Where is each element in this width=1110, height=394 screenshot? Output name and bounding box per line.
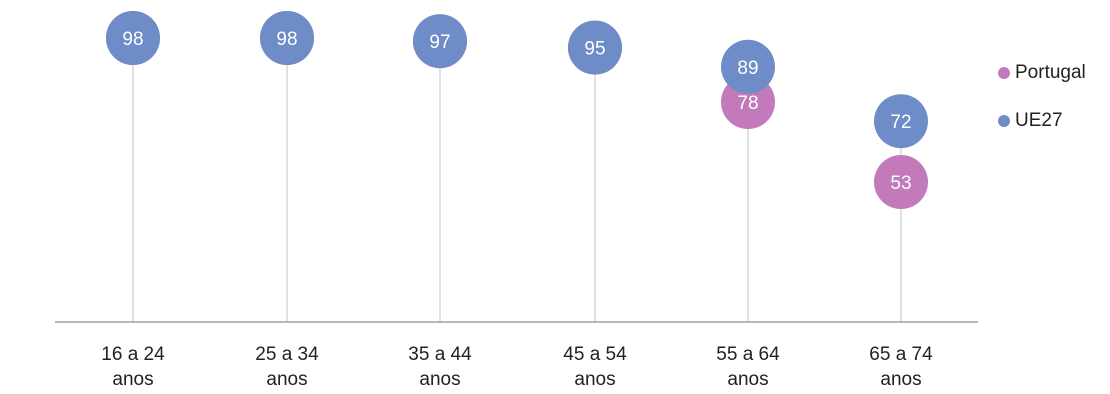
data-label-ue27: 98: [122, 29, 143, 50]
data-label-ue27: 97: [429, 32, 450, 53]
x-tick-label: 16 a 24 anos: [101, 344, 165, 390]
legend-label-ue27: UE27: [1015, 110, 1063, 131]
legend-swatch-portugal: [998, 67, 1010, 79]
legend-swatch-ue27: [998, 115, 1010, 127]
x-tick-label-line: 35 a 44: [408, 344, 472, 365]
data-marks: 989897957853989897958972: [106, 11, 928, 209]
legend-item-portugal: Portugal: [998, 60, 1086, 86]
x-tick-label-line: 55 a 64: [716, 344, 780, 365]
stems: [132, 38, 902, 322]
data-point-ue27: [721, 39, 775, 94]
x-tick-label: 45 a 54 anos: [563, 344, 627, 390]
data-point-portugal: [874, 155, 928, 209]
data-point-ue27: [568, 20, 622, 75]
data-label-portugal: 78: [737, 93, 758, 114]
x-tick-label: 55 a 64 anos: [716, 344, 780, 390]
legend-label-portugal: Portugal: [1015, 62, 1086, 83]
x-tick-label-line: anos: [419, 369, 460, 390]
data-label-ue27: 72: [890, 112, 911, 133]
data-point-ue27: [413, 14, 467, 69]
data-point-ue27: [260, 11, 314, 65]
data-label-portugal: 53: [890, 173, 911, 194]
x-tick-label-line: anos: [574, 369, 615, 390]
data-label-ue27: 89: [737, 58, 758, 79]
x-tick-label: 35 a 44 anos: [408, 344, 472, 390]
data-point-ue27: [106, 11, 160, 65]
x-tick-label-line: 65 a 74: [869, 344, 933, 365]
data-label-ue27: 95: [584, 39, 605, 60]
x-tick-label-line: 45 a 54: [563, 344, 627, 365]
x-tick-label-line: anos: [880, 369, 921, 390]
data-label-ue27: 98: [276, 29, 297, 50]
data-point-ue27: [874, 94, 928, 149]
x-tick-label-line: anos: [727, 369, 768, 390]
x-tick-label: 25 a 34 anos: [255, 344, 319, 390]
x-tick-label-line: 16 a 24: [101, 344, 165, 365]
x-tick-label-line: anos: [266, 369, 307, 390]
legend: Portugal UE27: [998, 60, 1086, 156]
x-tick-label: 65 a 74 anos: [869, 344, 933, 390]
legend-item-ue27: UE27: [998, 108, 1086, 134]
x-tick-label-line: 25 a 34: [255, 344, 319, 365]
x-tick-label-line: anos: [112, 369, 153, 390]
